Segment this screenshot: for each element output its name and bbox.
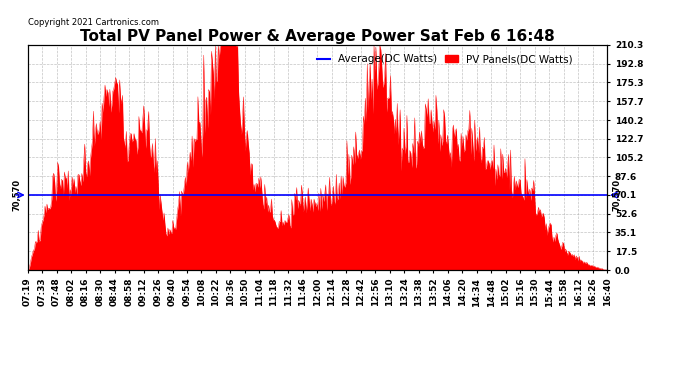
Text: 70,570: 70,570 [13,179,22,211]
Title: Total PV Panel Power & Average Power Sat Feb 6 16:48: Total PV Panel Power & Average Power Sat… [80,29,555,44]
Text: 70,570: 70,570 [613,179,622,211]
Text: Copyright 2021 Cartronics.com: Copyright 2021 Cartronics.com [28,18,159,27]
Legend: Average(DC Watts), PV Panels(DC Watts): Average(DC Watts), PV Panels(DC Watts) [313,50,577,69]
